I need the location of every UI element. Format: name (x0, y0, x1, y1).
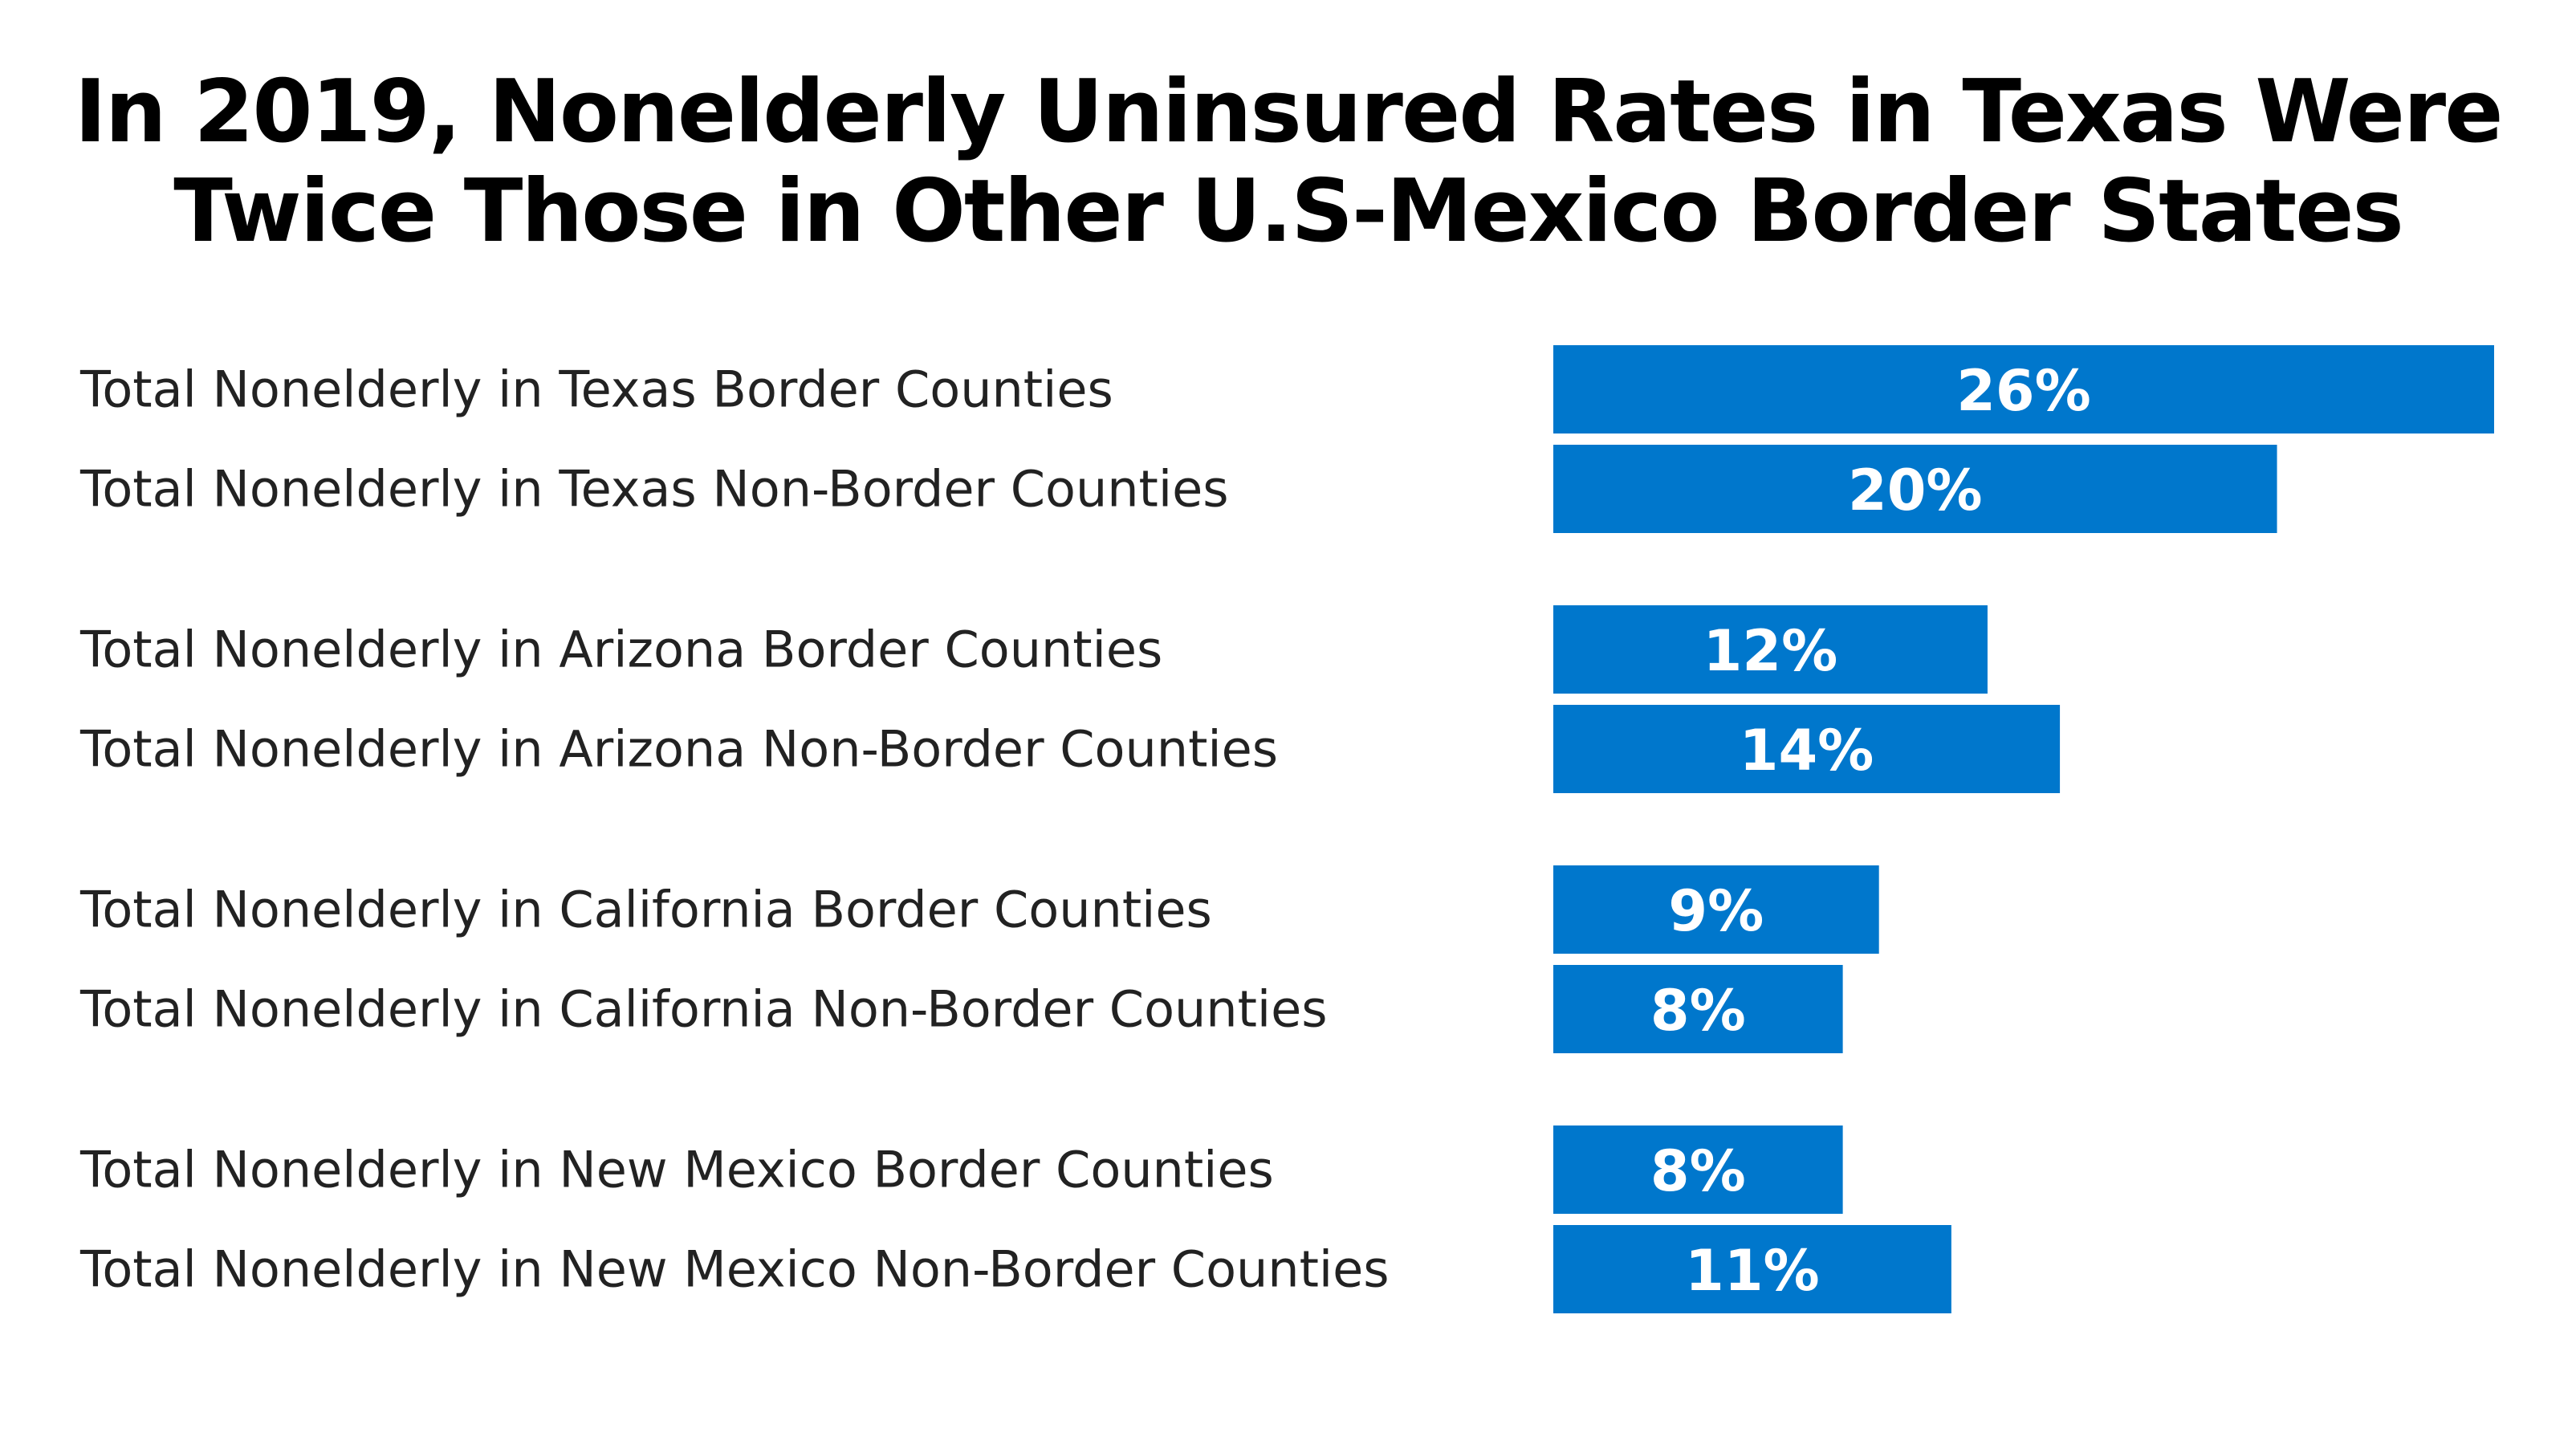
chart-title-line-1: In 2019, Nonelderly Uninsured Rates in T… (74, 62, 2504, 162)
chart-title: In 2019, Nonelderly Uninsured Rates in T… (0, 63, 2576, 262)
data-label: 26% (1956, 358, 2091, 424)
category-label: Total Nonelderly in Arizona Non-Border C… (79, 720, 1278, 779)
bar (1553, 705, 2061, 793)
data-label: 12% (1703, 618, 1838, 684)
bar (1553, 445, 2277, 533)
data-label: 8% (1650, 978, 1746, 1044)
data-label: 14% (1740, 718, 1874, 784)
category-label: Total Nonelderly in California Border Co… (79, 881, 1212, 939)
bar (1553, 605, 1988, 694)
category-label: Total Nonelderly in Arizona Border Count… (79, 621, 1162, 679)
bar (1553, 865, 1879, 954)
bar (1553, 345, 2494, 434)
category-label: Total Nonelderly in California Non-Borde… (79, 980, 1328, 1039)
data-label: 8% (1650, 1138, 1746, 1204)
bar (1553, 1225, 1951, 1313)
category-label: Total Nonelderly in Texas Non-Border Cou… (79, 460, 1229, 519)
bar (1553, 965, 1843, 1053)
data-label: 11% (1685, 1238, 1820, 1304)
category-label: Total Nonelderly in New Mexico Non-Borde… (79, 1240, 1390, 1299)
chart-title-line-2: Twice Those in Other U.S-Mexico Border S… (173, 161, 2403, 262)
bar (1553, 1125, 1843, 1214)
category-label: Total Nonelderly in New Mexico Border Co… (79, 1141, 1274, 1199)
data-label: 9% (1668, 878, 1764, 944)
category-label: Total Nonelderly in Texas Border Countie… (79, 360, 1113, 419)
data-label: 20% (1848, 458, 1983, 523)
